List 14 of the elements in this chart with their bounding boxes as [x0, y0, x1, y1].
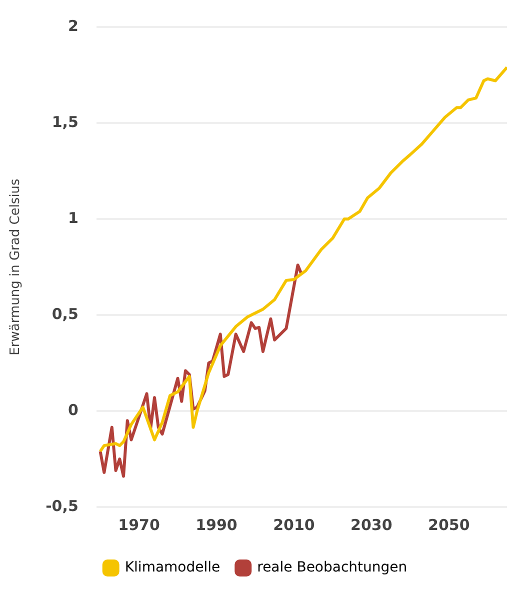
- y-tick-label: 1,5: [52, 112, 78, 131]
- y-axis-title: Erwärmung in Grad Celsius: [8, 178, 24, 356]
- legend-label: reale Beobachtungen: [257, 560, 408, 576]
- y-tick-label: 1: [68, 208, 78, 227]
- y-tick-label: -0,5: [46, 496, 78, 515]
- x-tick-label: 2010: [273, 516, 315, 534]
- y-tick-label: 0,5: [52, 304, 78, 323]
- x-tick-label: 1970: [118, 516, 160, 534]
- x-tick-label: 2050: [428, 516, 470, 534]
- y-tick-label: 2: [68, 16, 78, 35]
- x-tick-label: 1990: [196, 516, 238, 534]
- y-tick-label: 0: [68, 400, 78, 419]
- x-tick-label: 2030: [350, 516, 392, 534]
- legend-label: Klimamodelle: [124, 560, 220, 576]
